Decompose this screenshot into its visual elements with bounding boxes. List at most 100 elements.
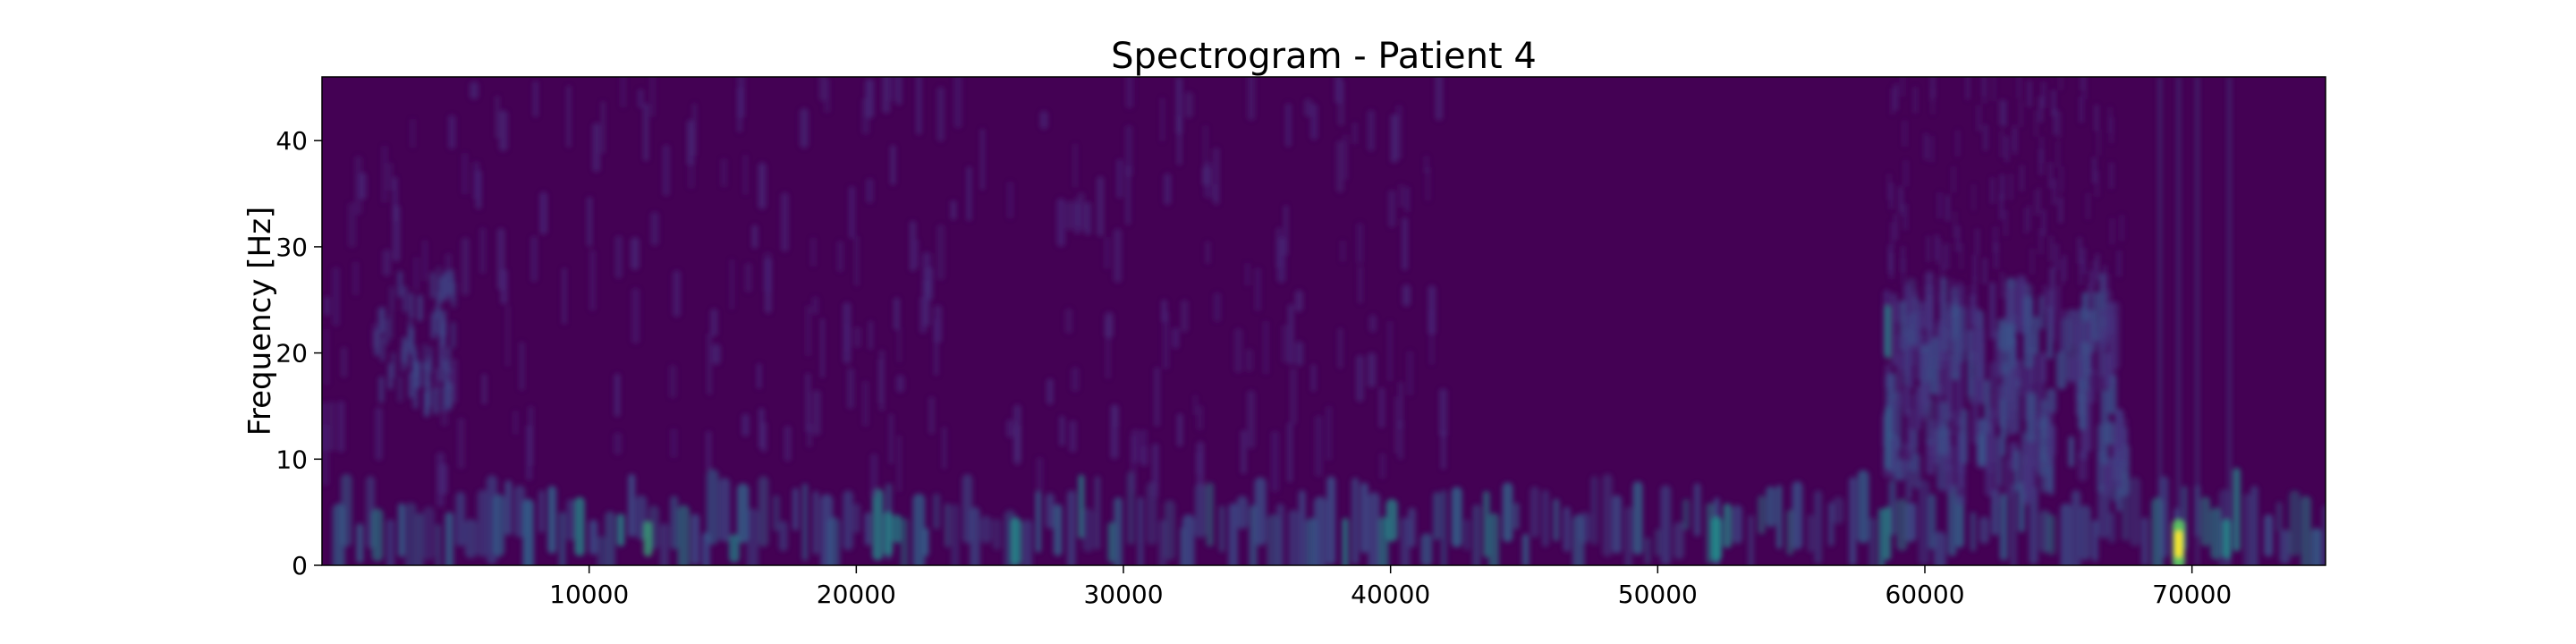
energy-cell bbox=[2020, 165, 2024, 192]
energy-cell bbox=[1928, 494, 1936, 550]
energy-cell bbox=[504, 479, 513, 536]
energy-cell bbox=[2118, 428, 2128, 462]
energy-cell bbox=[784, 425, 792, 462]
energy-cell bbox=[413, 257, 419, 291]
energy-cell bbox=[533, 80, 538, 118]
energy-cell bbox=[1130, 435, 1137, 493]
energy-cell bbox=[1196, 404, 1204, 431]
energy-cell bbox=[1114, 496, 1123, 565]
energy-cell bbox=[1983, 258, 1987, 285]
energy-cell bbox=[423, 390, 429, 418]
energy-cell bbox=[1877, 507, 1885, 565]
energy-cell bbox=[1889, 252, 1894, 280]
energy-cell bbox=[1295, 341, 1304, 367]
energy-cell bbox=[673, 269, 682, 318]
energy-cell bbox=[1983, 123, 1987, 151]
energy-cell bbox=[1407, 351, 1413, 396]
energy-cell bbox=[719, 477, 731, 542]
energy-cell bbox=[1172, 327, 1180, 349]
energy-cell bbox=[479, 226, 487, 275]
energy-cell bbox=[916, 77, 922, 135]
x-tick-label: 30000 bbox=[1083, 580, 1163, 609]
energy-cell bbox=[519, 342, 525, 391]
energy-cell bbox=[614, 373, 621, 418]
energy-cell bbox=[1927, 342, 1933, 382]
energy-cell bbox=[397, 503, 405, 558]
energy-cell bbox=[2110, 217, 2114, 245]
energy-cell bbox=[450, 321, 456, 349]
energy-cell bbox=[1310, 363, 1317, 392]
energy-cell bbox=[415, 513, 424, 565]
energy-cell bbox=[1959, 242, 1963, 270]
energy-cell bbox=[2055, 351, 2067, 390]
energy-cell bbox=[1356, 354, 1364, 402]
energy-cell bbox=[1947, 411, 1957, 436]
energy-cell bbox=[807, 423, 812, 448]
energy-cell bbox=[1104, 311, 1114, 339]
energy-cell bbox=[1162, 310, 1170, 370]
energy-cell bbox=[1903, 386, 1911, 417]
energy-cell bbox=[897, 327, 902, 363]
energy-cell bbox=[2105, 457, 2114, 490]
energy-cell bbox=[1632, 481, 1643, 555]
energy-cell bbox=[1660, 485, 1672, 565]
energy-cell bbox=[945, 503, 951, 548]
energy-cell bbox=[470, 80, 479, 100]
energy-cell bbox=[379, 335, 386, 362]
energy-cell bbox=[1424, 155, 1428, 174]
energy-cell bbox=[2057, 111, 2062, 139]
energy-cell bbox=[1205, 241, 1210, 265]
energy-cell bbox=[2075, 321, 2084, 380]
energy-cell bbox=[2038, 227, 2043, 255]
energy-cell bbox=[375, 406, 383, 461]
energy-cell bbox=[2004, 135, 2009, 163]
energy-cell bbox=[1072, 143, 1078, 188]
energy-cell bbox=[820, 318, 825, 378]
energy-cell bbox=[2039, 136, 2044, 164]
energy-cell bbox=[464, 519, 478, 559]
energy-cell bbox=[1125, 165, 1131, 225]
energy-cell bbox=[1247, 390, 1256, 449]
energy-cell bbox=[1276, 236, 1286, 284]
energy-cell bbox=[2052, 178, 2056, 206]
energy-cell bbox=[436, 452, 445, 508]
energy-cell bbox=[1903, 159, 1908, 187]
energy-cell bbox=[1368, 492, 1380, 565]
energy-cell bbox=[2092, 157, 2097, 184]
energy-cell bbox=[455, 491, 466, 547]
energy-cell bbox=[1530, 486, 1539, 538]
energy-cell bbox=[2034, 189, 2038, 216]
energy-cell bbox=[1039, 110, 1048, 130]
energy-cell bbox=[2028, 80, 2032, 108]
energy-cell bbox=[1124, 124, 1133, 178]
energy-cell bbox=[659, 522, 669, 565]
energy-cell bbox=[1398, 419, 1403, 461]
energy-cell bbox=[1905, 502, 1917, 542]
energy-cell bbox=[1884, 506, 1892, 561]
energy-cell bbox=[443, 270, 449, 298]
energy-cell bbox=[2046, 514, 2056, 556]
energy-cell bbox=[862, 380, 869, 428]
energy-cell bbox=[538, 489, 545, 533]
energy-cell bbox=[1966, 77, 1970, 100]
energy-cell bbox=[1084, 201, 1091, 236]
energy-cell bbox=[746, 508, 759, 565]
energy-cell bbox=[1921, 383, 1929, 406]
energy-cell bbox=[1832, 496, 1844, 525]
y-axis: 0 10 20 30 40 bbox=[275, 126, 322, 580]
energy-cell bbox=[566, 498, 575, 541]
energy-cell bbox=[331, 267, 341, 327]
energy-cell bbox=[1748, 514, 1754, 565]
energy-cell bbox=[2103, 265, 2107, 292]
energy-cell bbox=[1177, 115, 1182, 165]
energy-cell bbox=[1326, 405, 1333, 462]
energy-cell bbox=[1398, 381, 1403, 430]
energy-cell bbox=[2046, 388, 2057, 414]
vertical-streak bbox=[2157, 77, 2162, 565]
energy-cell bbox=[2004, 209, 2008, 237]
energy-cell bbox=[1045, 493, 1055, 530]
energy-cell bbox=[1304, 97, 1312, 117]
energy-cell bbox=[992, 518, 1002, 551]
energy-cell bbox=[1097, 176, 1105, 237]
energy-cell bbox=[2095, 253, 2099, 281]
